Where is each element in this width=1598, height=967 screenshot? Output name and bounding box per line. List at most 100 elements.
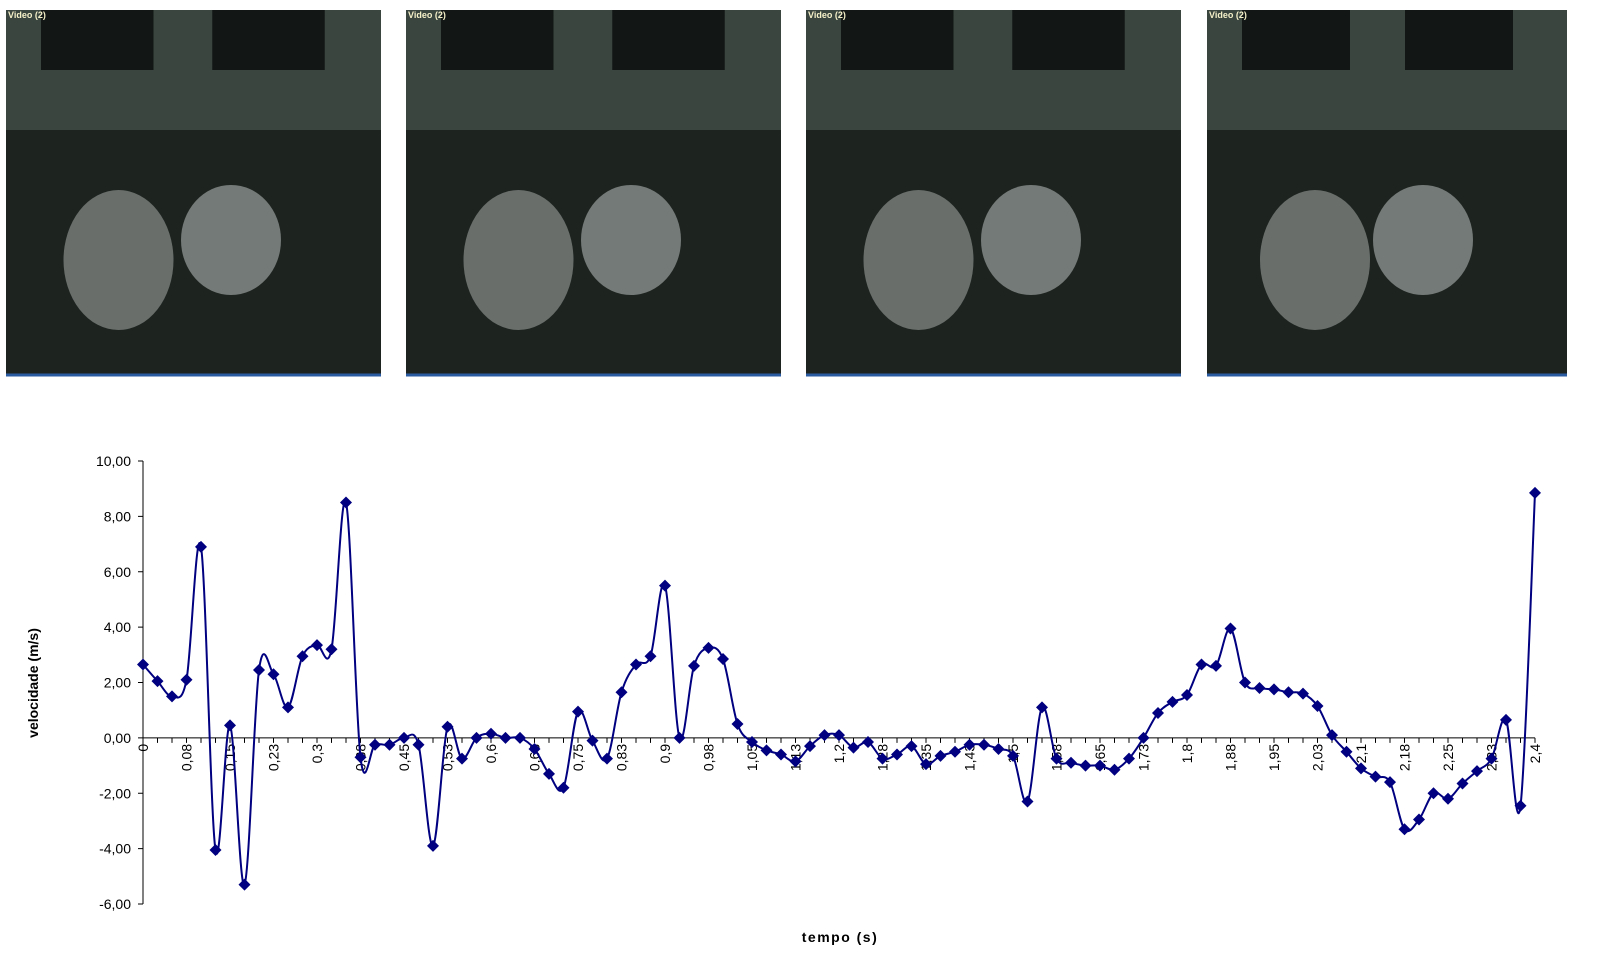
x-tick-label: 0,3 [309,744,325,764]
marker [1500,713,1512,726]
marker [1471,765,1483,778]
x-tick-label: 0,75 [570,744,586,771]
y-tick-label: 2,00 [104,675,131,691]
x-tick-label: 0 [135,744,151,752]
x-tick-label: 0,83 [614,744,630,771]
marker [688,659,700,672]
marker [1181,688,1193,701]
marker [963,738,976,751]
marker [253,664,265,677]
marker [717,652,729,665]
x-tick-label: 1,95 [1266,744,1282,771]
marker [470,731,483,744]
marker [644,650,657,663]
window [1405,10,1513,70]
x-tick-label: 2,03 [1310,744,1326,771]
x-tick-label: 1,88 [1223,744,1239,771]
marker [1384,776,1396,789]
marker [1297,687,1309,700]
x-tick-label: 2,1 [1353,744,1369,764]
window [212,10,325,70]
marker [673,731,686,744]
window [41,10,154,70]
marker [615,686,628,699]
marker [760,744,773,757]
window [441,10,554,70]
figure [63,190,174,330]
marker [789,755,802,768]
marker [441,720,454,733]
marker [1442,792,1454,805]
window [1012,10,1125,70]
marker [1311,700,1324,713]
marker [282,701,294,714]
marker [485,727,497,740]
y-axis-title: velocidade (m/s) [25,628,41,738]
marker [1427,787,1440,800]
marker [818,729,831,742]
video-label: Video (2) [1209,10,1247,20]
marker [1210,659,1222,672]
figure [1373,185,1473,295]
marker [1224,622,1237,635]
marker [1021,795,1034,808]
video-frames: Video (2) Video (2) Video (2) Video (2) [6,10,1567,377]
marker [224,719,236,732]
marker [1413,813,1425,826]
marker [1268,683,1280,696]
marker [992,742,1005,755]
marker [1326,729,1338,742]
marker [731,718,744,731]
marker [775,748,787,761]
x-tick-label: 1,43 [962,744,978,771]
y-tick-label: 6,00 [104,564,131,580]
marker [1152,706,1164,719]
x-tick-label: 1,73 [1136,744,1152,771]
marker [412,738,425,751]
marker [659,579,671,592]
x-tick-label: 0,08 [179,744,195,771]
marker [151,675,164,688]
window [841,10,954,70]
marker [383,738,396,751]
marker [1485,752,1498,765]
marker [876,752,889,765]
marker [528,742,541,755]
marker [847,741,860,754]
marker [1137,731,1150,744]
x-axis-title: tempo (s) [802,929,879,945]
marker [1065,756,1077,769]
marker [340,496,352,509]
marker [1108,763,1121,776]
marker [572,705,584,718]
marker [1195,658,1208,671]
marker [238,878,251,891]
figure [981,185,1081,295]
figure [1260,190,1370,330]
marker [296,650,309,663]
marker [630,658,642,671]
marker [1079,759,1092,772]
marker [325,643,338,656]
marker [1094,759,1106,772]
x-tick-label: 2,25 [1440,744,1456,771]
y-tick-label: 10,00 [96,453,131,469]
marker [1123,752,1135,765]
x-tick-label: 0,45 [396,744,412,771]
marker [1036,701,1048,714]
marker [267,668,280,681]
marker [601,752,613,765]
marker [934,749,947,762]
marker [746,736,758,749]
marker [369,738,381,751]
marker [1340,745,1353,758]
marker [1239,676,1251,689]
marker [1369,770,1382,783]
series-line [142,492,1536,886]
figure [181,185,281,295]
y-tick-label: -4,00 [99,841,131,857]
figure [581,185,681,295]
y-tick-label: 0,00 [104,730,131,746]
marker [1529,486,1541,499]
